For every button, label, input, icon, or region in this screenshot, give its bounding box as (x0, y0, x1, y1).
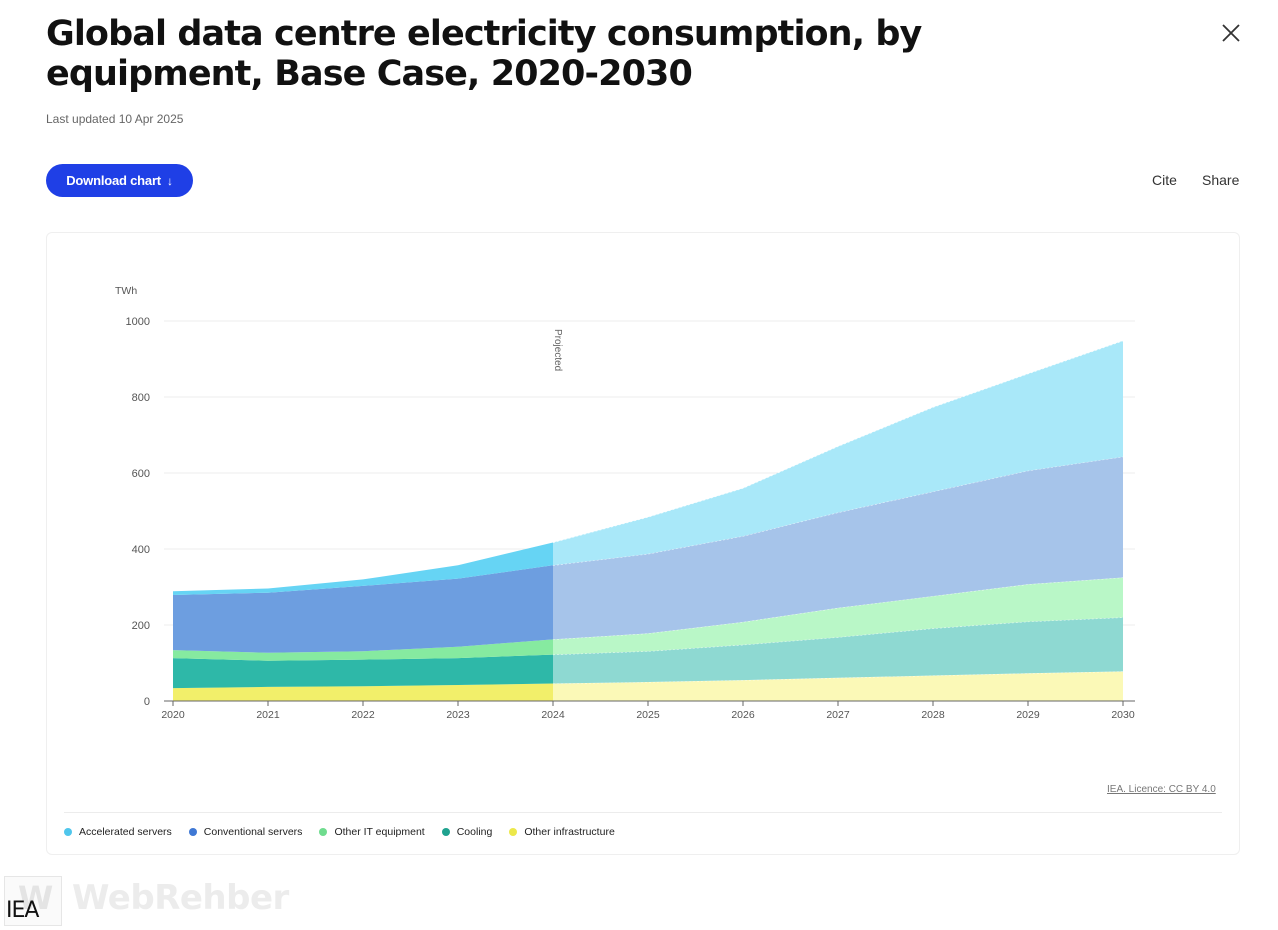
y-tick-label: 0 (144, 696, 150, 708)
area-cooling-projected (553, 617, 1123, 684)
legend-label: Accelerated servers (79, 826, 172, 838)
arrow-down-icon: ↓ (166, 173, 173, 188)
area-other-it-equipment-historical (173, 639, 553, 661)
download-chart-label: Download chart (66, 173, 161, 188)
area-accelerated-servers-projected (553, 340, 1123, 566)
legend-label: Cooling (456, 826, 493, 838)
x-tick-label: 2030 (1111, 709, 1135, 721)
projection-label: Projected (552, 329, 563, 371)
legend-item[interactable]: Other IT equipment (319, 826, 425, 838)
legend-label: Other IT equipment (334, 826, 425, 838)
y-tick-label: 400 (132, 544, 150, 556)
x-tick-label: 2028 (921, 709, 945, 721)
watermark-logo: W (18, 879, 54, 917)
legend-divider (64, 812, 1222, 813)
x-tick-label: 2022 (351, 709, 375, 721)
legend-label: Other infrastructure (524, 826, 615, 838)
legend-item[interactable]: Conventional servers (188, 826, 303, 838)
close-button[interactable] (1220, 22, 1242, 44)
x-tick-label: 2029 (1016, 709, 1040, 721)
watermark-text: WebRehber (72, 878, 289, 918)
x-tick-label: 2024 (541, 709, 565, 721)
legend-item[interactable]: Accelerated servers (64, 826, 172, 838)
x-tick-label: 2023 (446, 709, 470, 721)
legend-dot (64, 828, 72, 836)
y-tick-label: 200 (132, 620, 150, 632)
legend-item[interactable]: Other infrastructure (509, 826, 615, 838)
last-updated-text: Last updated 10 Apr 2025 (46, 112, 184, 126)
share-link[interactable]: Share (1202, 172, 1240, 188)
legend-dot (441, 828, 450, 836)
x-tick-label: 2027 (826, 709, 850, 721)
cite-link[interactable]: Cite (1152, 172, 1177, 188)
area-other-infrastructure-projected (553, 671, 1123, 701)
x-tick-label: 2020 (161, 709, 185, 721)
y-axis-unit-label: TWh (115, 285, 137, 297)
x-tick-label: 2025 (636, 709, 660, 721)
area-other-it-equipment-projected (553, 577, 1123, 655)
page-title: Global data centre electricity consumpti… (46, 14, 922, 94)
y-tick-label: 800 (132, 392, 150, 404)
x-tick-label: 2021 (256, 709, 280, 721)
legend-dot (319, 828, 328, 836)
area-conventional-servers-projected (553, 456, 1123, 640)
area-conventional-servers-historical (173, 565, 553, 653)
close-icon (1222, 24, 1240, 42)
legend-label: Conventional servers (203, 826, 303, 838)
watermark-logo-box (4, 876, 62, 926)
area-accelerated-servers-historical (173, 542, 553, 595)
iea-mark: IEA (6, 898, 39, 923)
licence-link[interactable]: IEA. Licence: CC BY 4.0 (1107, 784, 1216, 795)
download-chart-button[interactable]: Download chart ↓ (46, 164, 193, 197)
y-tick-label: 600 (132, 468, 150, 480)
area-other-infrastructure-historical (173, 683, 553, 701)
x-tick-label: 2026 (731, 709, 755, 721)
chart-legend: Accelerated servers Conventional servers O… (64, 826, 615, 838)
legend-dot (509, 828, 518, 836)
area-cooling-historical (173, 654, 553, 689)
y-tick-label: 1000 (126, 316, 150, 328)
legend-dot (188, 828, 197, 836)
line-accelerated-servers-projected-edge (552, 340, 1124, 543)
legend-item[interactable]: Cooling (441, 826, 493, 838)
